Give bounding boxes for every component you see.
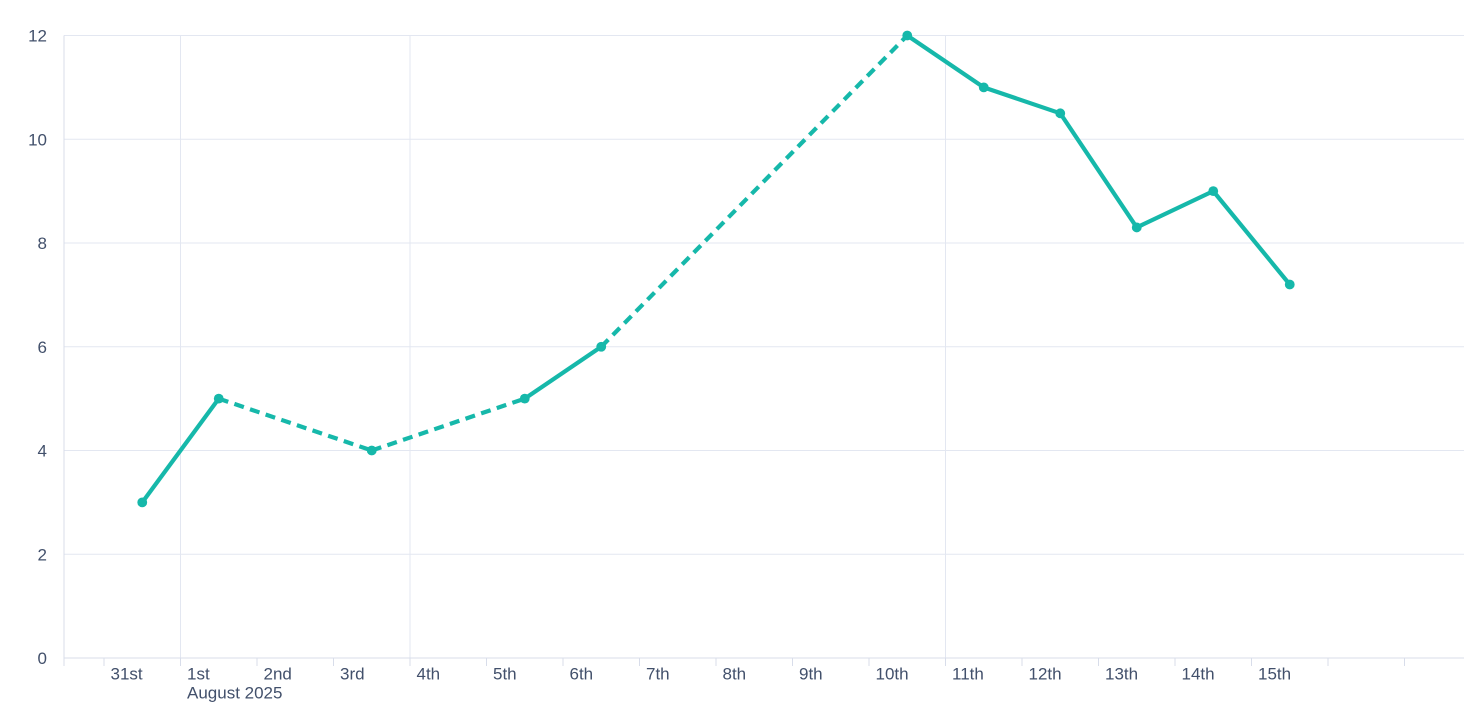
x-axis-label: 1st	[187, 665, 210, 684]
line-segment-dashed	[371, 396, 526, 453]
line-segment-solid	[1211, 189, 1292, 287]
x-axis-label: 5th	[493, 665, 517, 684]
data-point[interactable]	[978, 82, 989, 93]
y-axis-label: 12	[28, 27, 47, 46]
y-axis-label: 6	[38, 338, 47, 357]
data-point[interactable]	[1055, 108, 1066, 119]
data-point[interactable]	[1131, 222, 1142, 233]
x-axis-label: 9th	[799, 665, 823, 684]
x-axis-label: 8th	[723, 665, 747, 684]
line-segment-solid	[1134, 189, 1216, 230]
x-axis-label: 13th	[1105, 665, 1138, 684]
x-axis-label: 12th	[1029, 665, 1062, 684]
line-segment-solid	[981, 85, 1063, 116]
data-point[interactable]	[1208, 186, 1219, 197]
line-segment-dashed	[599, 34, 909, 349]
x-axis-label: 10th	[876, 665, 909, 684]
line-segment-dashed	[218, 396, 373, 453]
x-axis-label: 15th	[1258, 665, 1291, 684]
data-point[interactable]	[596, 341, 607, 352]
y-axis-label: 0	[38, 649, 47, 668]
x-axis-label: 2nd	[264, 665, 292, 684]
x-axis-label: 7th	[646, 665, 670, 684]
month-label: August 2025	[187, 684, 282, 703]
line-segment-solid	[905, 33, 986, 90]
data-point[interactable]	[137, 497, 148, 508]
data-point[interactable]	[1284, 279, 1295, 290]
data-point[interactable]	[519, 393, 530, 404]
x-axis-label: 11th	[952, 665, 984, 684]
y-axis-label: 10	[28, 130, 47, 149]
data-point[interactable]	[213, 393, 224, 404]
data-point[interactable]	[902, 30, 913, 41]
x-axis-label: 31st	[111, 665, 143, 684]
line-segment-solid	[522, 344, 604, 401]
x-axis-label: 14th	[1182, 665, 1215, 684]
x-axis-label: 6th	[570, 665, 594, 684]
line-segment-solid	[1058, 111, 1139, 230]
data-point[interactable]	[366, 445, 377, 456]
x-axis-label: 3rd	[340, 665, 365, 684]
x-axis-label: 4th	[417, 665, 441, 684]
y-axis-label: 2	[38, 545, 47, 564]
y-axis-label: 4	[38, 442, 47, 461]
line-segment-solid	[140, 396, 221, 505]
y-axis-label: 8	[38, 234, 47, 253]
